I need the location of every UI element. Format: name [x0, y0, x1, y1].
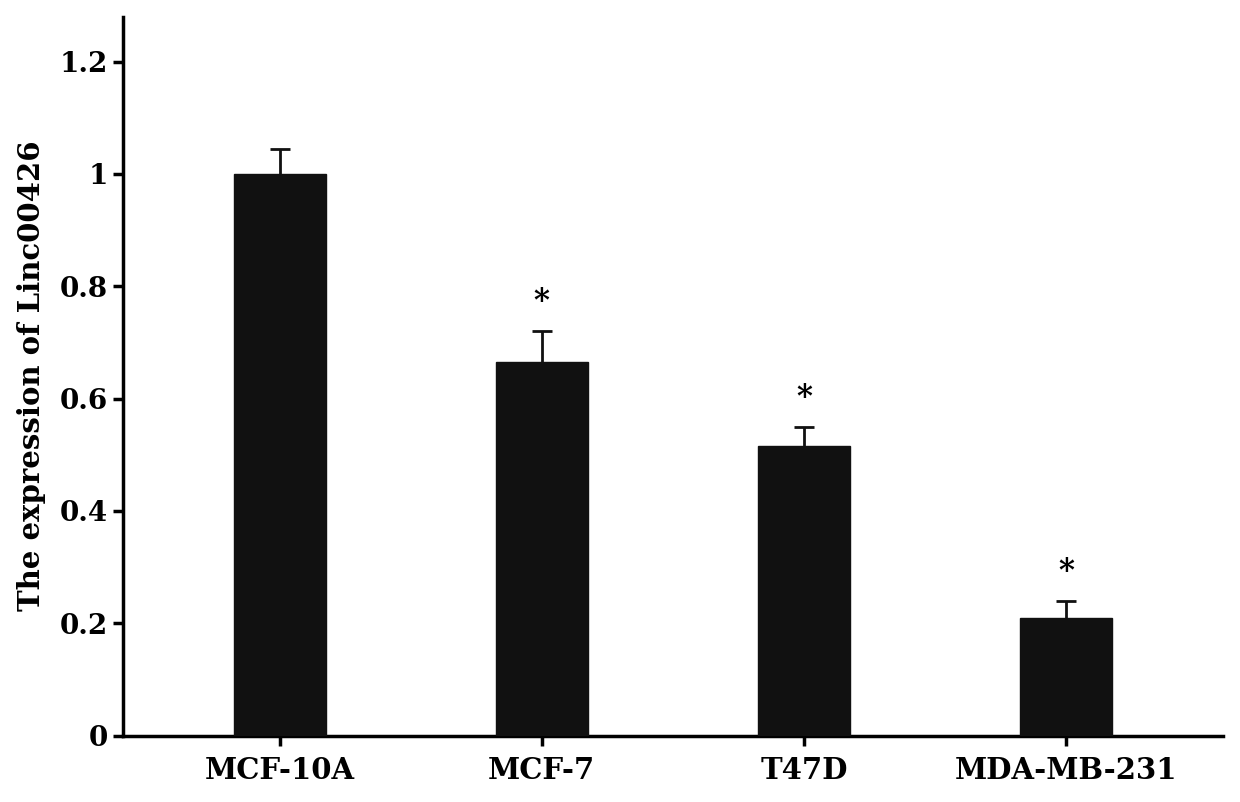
Text: *: * — [1058, 556, 1074, 587]
Text: *: * — [534, 286, 549, 317]
Y-axis label: The expression of Linc00426: The expression of Linc00426 — [16, 141, 46, 611]
Bar — [496, 362, 588, 735]
Bar — [1021, 618, 1112, 735]
Bar — [234, 174, 326, 735]
Bar — [758, 446, 849, 735]
Text: *: * — [796, 382, 812, 412]
